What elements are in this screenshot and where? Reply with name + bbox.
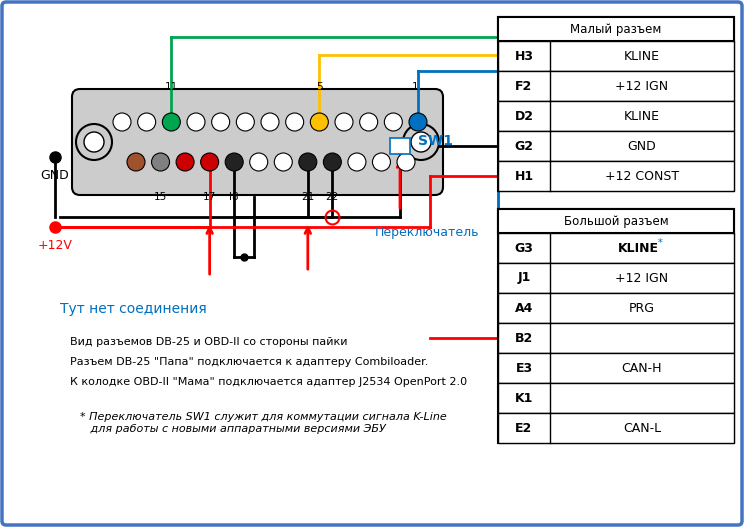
Text: +12V: +12V [37,239,72,252]
Bar [498,101,734,131]
Text: 11: 11 [164,82,178,92]
Text: Тут нет соединения: Тут нет соединения [60,302,207,316]
Circle shape [324,153,341,171]
Text: H1: H1 [514,170,533,182]
Text: +12 IGN: +12 IGN [615,271,669,285]
Text: 5: 5 [316,82,323,92]
Circle shape [373,153,391,171]
Circle shape [237,113,254,131]
Text: PRG: PRG [629,301,655,315]
Circle shape [286,113,304,131]
Text: К колодке OBD-II "Мама" подключается адаптер J2534 OpenPort 2.0: К колодке OBD-II "Мама" подключается ада… [70,377,467,387]
Bar [498,233,734,263]
Text: I8: I8 [229,192,239,202]
Circle shape [275,153,292,171]
Bar [498,323,734,353]
Bar [498,209,734,233]
Bar [498,209,734,443]
Text: 21: 21 [301,192,315,202]
Circle shape [76,124,112,160]
Text: J1: J1 [517,271,530,285]
Circle shape [335,113,353,131]
Text: CAN-H: CAN-H [622,362,662,375]
Text: *: * [658,238,662,248]
Text: E2: E2 [516,422,533,434]
Text: GND: GND [41,169,69,182]
Text: D2: D2 [515,110,533,122]
Text: A4: A4 [515,301,533,315]
Circle shape [84,132,104,152]
Text: KLINE: KLINE [624,110,660,122]
Circle shape [411,132,431,152]
Circle shape [127,153,145,171]
Circle shape [385,113,403,131]
Circle shape [397,153,415,171]
Text: SW1: SW1 [418,134,453,148]
FancyBboxPatch shape [72,89,443,195]
Bar [498,17,734,41]
Text: +12 IGN: +12 IGN [615,80,669,93]
Text: K1: K1 [515,392,533,405]
Text: 15: 15 [154,192,167,202]
Text: 17: 17 [203,192,217,202]
Circle shape [359,113,378,131]
Text: GND: GND [628,140,656,152]
Text: F2: F2 [516,80,533,93]
Circle shape [152,153,170,171]
Circle shape [176,153,194,171]
Circle shape [225,153,243,171]
Circle shape [201,153,219,171]
Circle shape [299,153,317,171]
Circle shape [409,113,427,131]
Circle shape [250,153,268,171]
Text: G2: G2 [515,140,533,152]
Text: Разъем DB-25 "Папа" подключается к адаптеру Combiloader.: Разъем DB-25 "Папа" подключается к адапт… [70,357,429,367]
Text: KLINE: KLINE [624,50,660,63]
Text: G3: G3 [515,241,533,255]
Bar [498,41,734,71]
Bar [498,17,734,191]
Circle shape [211,113,230,131]
Bar [390,138,410,154]
Text: 22: 22 [326,192,339,202]
Circle shape [162,113,180,131]
Text: Большой разъем: Большой разъем [564,214,668,228]
Text: KLINE: KLINE [618,241,658,255]
Circle shape [138,113,155,131]
Bar [498,383,734,413]
Text: B2: B2 [515,331,533,345]
Circle shape [348,153,366,171]
Text: CAN-L: CAN-L [623,422,661,434]
Bar [498,71,734,101]
Text: E3: E3 [516,362,533,375]
Circle shape [261,113,279,131]
Text: +12 CONST: +12 CONST [605,170,679,182]
Text: H3: H3 [515,50,533,63]
Bar [498,353,734,383]
Circle shape [310,113,328,131]
Text: Вид разъемов DB-25 и OBD-II со стороны пайки: Вид разъемов DB-25 и OBD-II со стороны п… [70,337,347,347]
Bar [498,293,734,323]
Bar [498,263,734,293]
Text: * Переключатель SW1 служит для коммутации сигнала K-Line
   для работы с новыми : * Переключатель SW1 служит для коммутаци… [80,412,446,434]
Circle shape [187,113,205,131]
Circle shape [113,113,131,131]
Text: Малый разъем: Малый разъем [571,23,661,35]
Text: 1: 1 [411,82,418,92]
Text: Переключатель: Переключатель [375,226,479,239]
Bar [498,131,734,161]
Bar [498,161,734,191]
Bar [498,413,734,443]
Circle shape [403,124,439,160]
